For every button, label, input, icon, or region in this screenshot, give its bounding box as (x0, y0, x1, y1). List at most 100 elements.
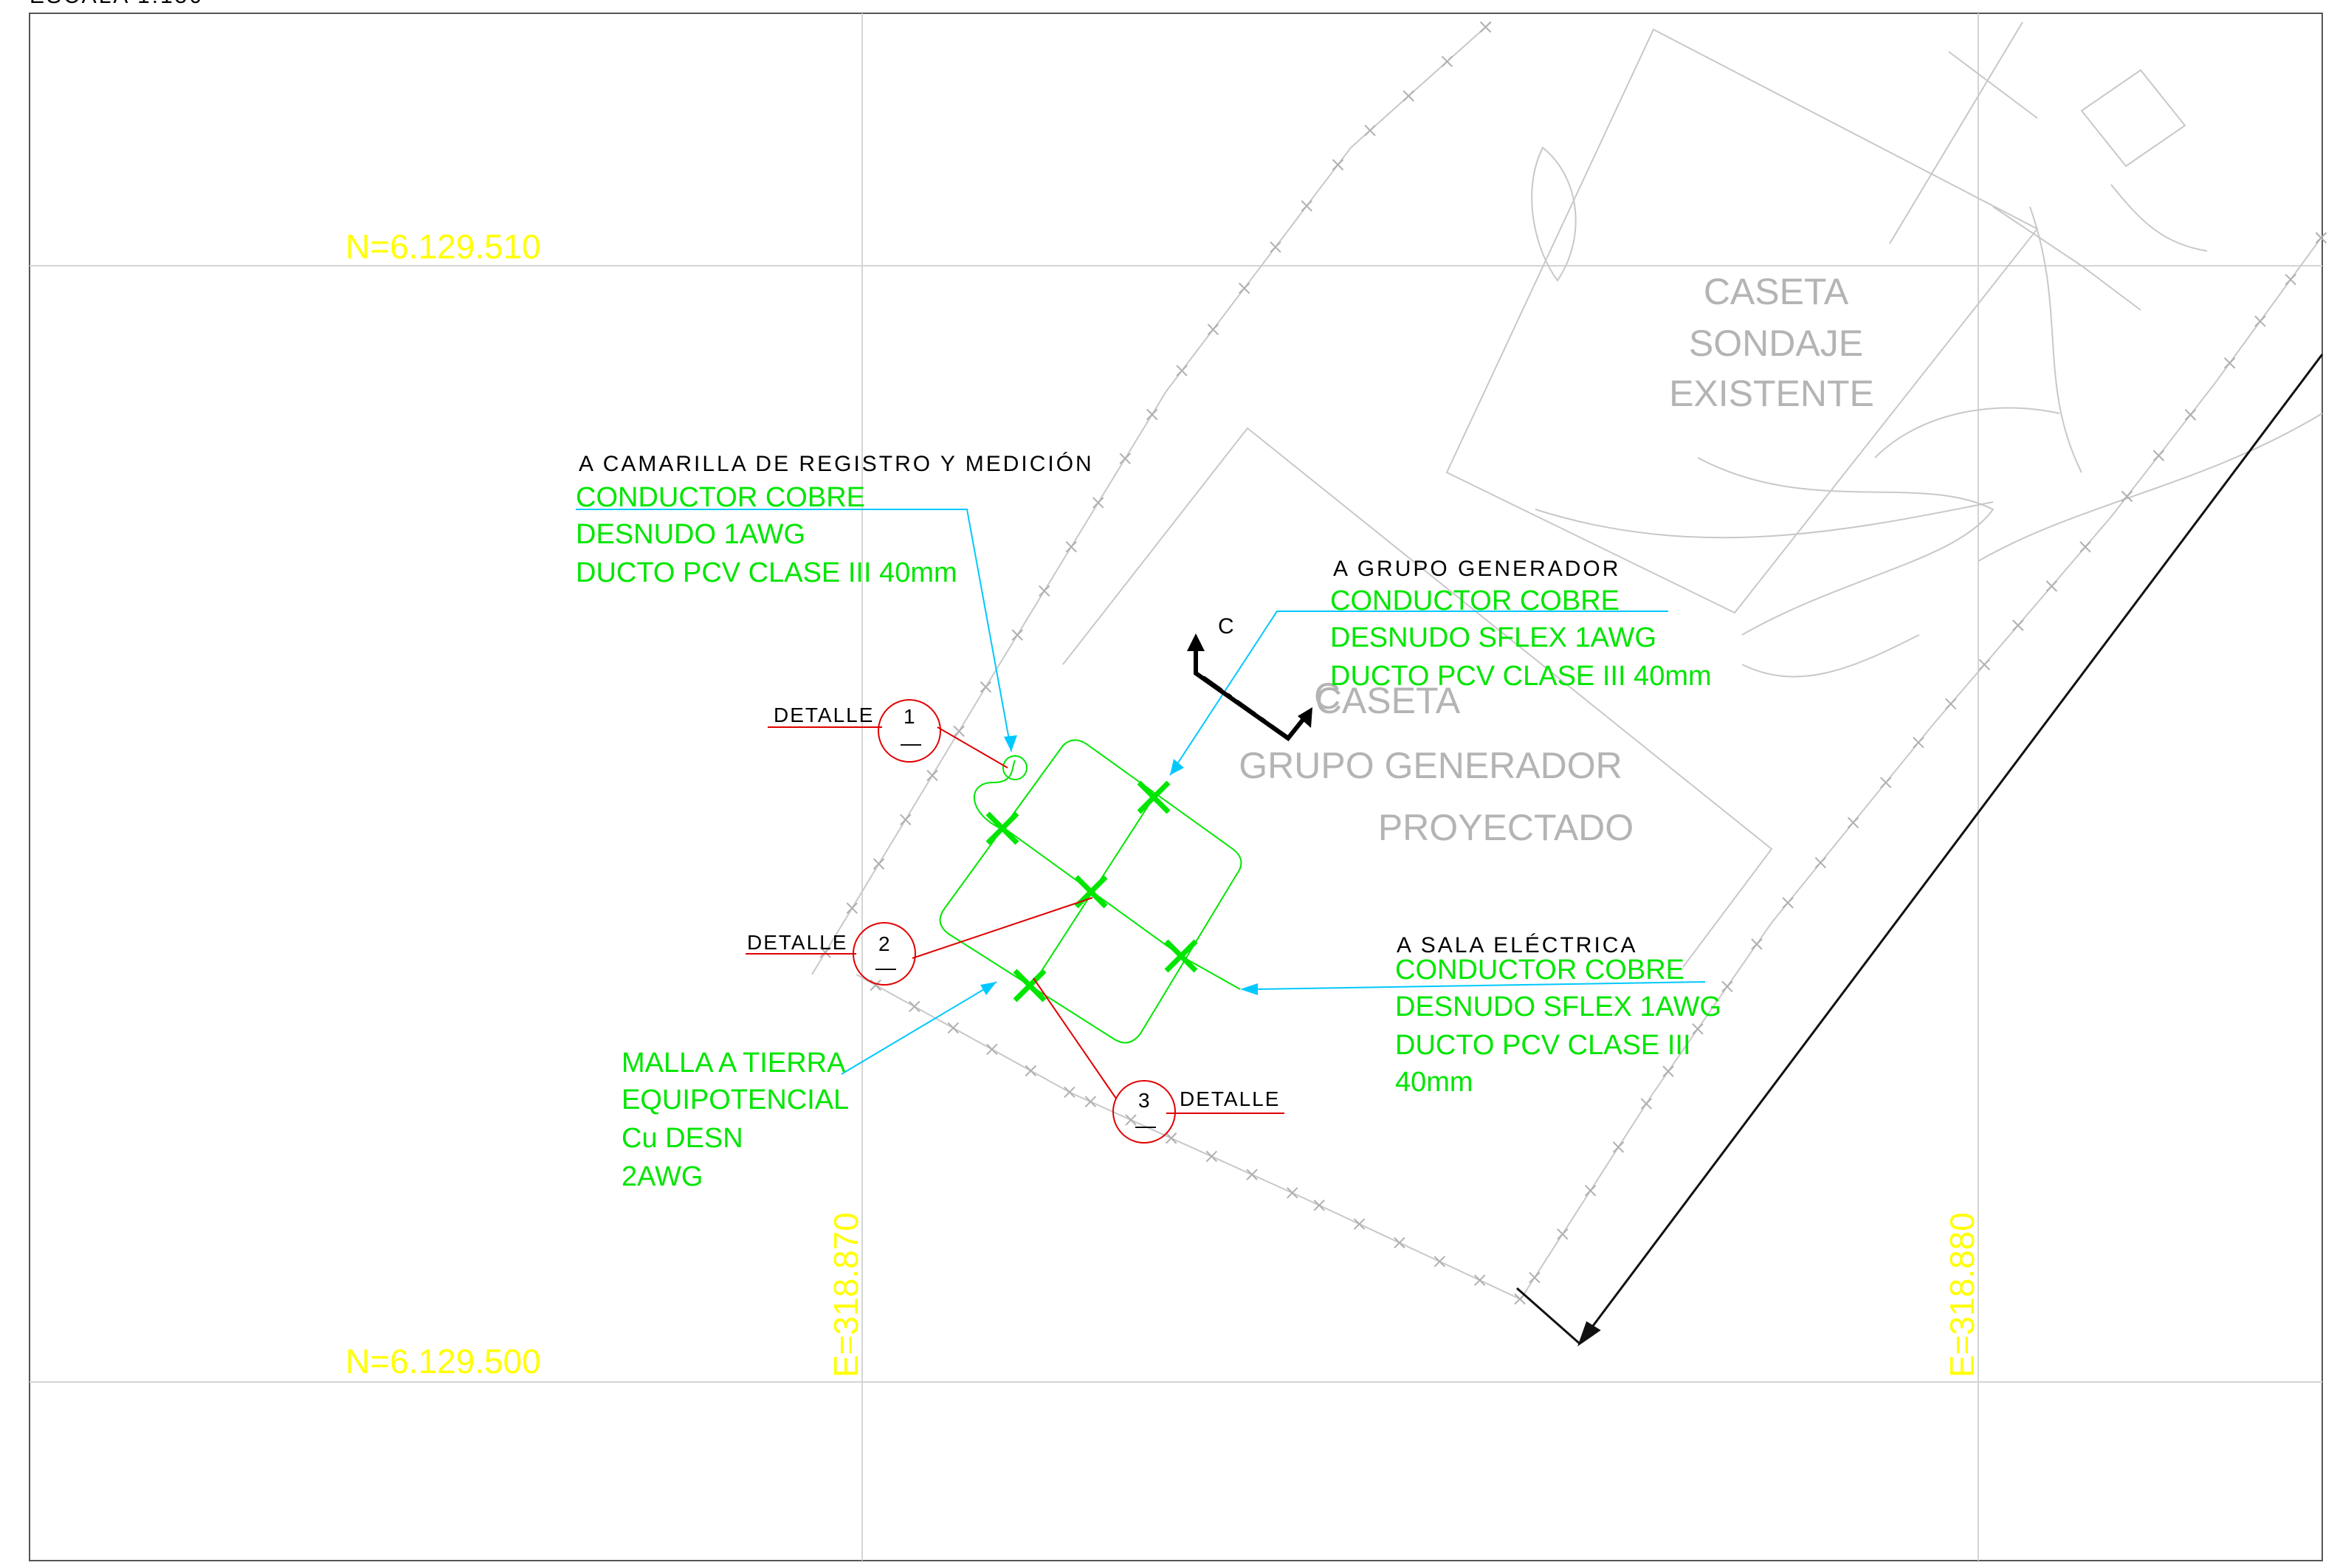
fence-x-marker (1479, 21, 1492, 33)
ground-rod-marker (1137, 780, 1171, 814)
fence-x-marker (1692, 1023, 1704, 1035)
note-sala-line-3: DUCTO PCV CLASE III (1395, 1030, 1691, 1061)
fence-x-marker (1301, 200, 1312, 212)
detail-3-number: 3 (1138, 1089, 1150, 1112)
fence-x-marker (2045, 580, 2058, 592)
section-letter-2: C (1314, 675, 1340, 717)
fence-x-marker (1814, 856, 1827, 869)
fence-x-marker (1025, 1065, 1037, 1077)
fence-x-marker (1176, 365, 1188, 376)
fence-x-marker (1584, 1185, 1597, 1197)
note-malla-line-3: Cu DESN (622, 1123, 743, 1154)
fence-x-marker (1978, 659, 1991, 670)
drawing-frame (29, 13, 2323, 1561)
fence-x-marker (900, 814, 912, 826)
note-sala-line-2: DESNUDO SFLEX 1AWG (1395, 991, 1721, 1022)
fence-x-marker (1880, 777, 1892, 788)
fence-x-marker (1473, 1274, 1486, 1286)
note-sala-line-4: 40mm (1395, 1067, 1473, 1098)
fence-x-marker (1557, 1228, 1569, 1240)
fence-x-marker (926, 769, 938, 782)
fence-x-marker (1238, 282, 1250, 295)
fence-x-marker (872, 858, 885, 870)
fence-x-marker (1146, 408, 1158, 421)
property-boundary (1516, 354, 2324, 1347)
section-marker (1194, 646, 1305, 742)
fence-x-markers (819, 21, 2327, 1305)
detail-2-label: DETALLE (747, 931, 847, 954)
ground-rod-marker (1164, 939, 1198, 973)
fence-x-marker (1166, 1132, 1177, 1144)
note-generador-line-1: CONDUCTOR COBRE (1330, 585, 1620, 616)
terrain-lines (1531, 146, 2323, 678)
fence-x-marker (1514, 1293, 1526, 1305)
leader-arrowheads (980, 735, 1258, 995)
fence-x-marker (2315, 232, 2327, 244)
note-generador-line-2: DESNUDO SFLEX 1AWG (1330, 622, 1656, 653)
fence-x-marker (986, 1043, 998, 1056)
caseta-generador-line-2: GRUPO GENERADOR (1239, 745, 1622, 786)
note-malla-line-1: MALLA A TIERRA (622, 1048, 846, 1079)
leader-lines-cyan (576, 509, 1706, 1075)
fence-x-marker (953, 725, 965, 737)
fence-x-marker (1064, 1086, 1075, 1098)
fence-x-marker (1246, 1169, 1258, 1180)
section-arrowheads (1187, 633, 1312, 728)
fence-x-marker (1782, 897, 1794, 909)
fence-line (811, 21, 2323, 1300)
ground-rod-marker (1013, 969, 1047, 1003)
fence-x-marker (2152, 450, 2165, 461)
ground-rods (985, 780, 1198, 1003)
note-generador-line-3: DUCTO PCV CLASE III 40mm (1330, 661, 1712, 692)
fence-x-marker (947, 1022, 960, 1034)
fence-x-marker (2012, 619, 2024, 631)
fence-x-marker (846, 902, 858, 914)
detail-1-label: DETALLE (774, 704, 874, 726)
detail-1-sub: — (901, 732, 921, 754)
fence-x-marker (2121, 490, 2133, 503)
note-camarilla-line-1: CONDUCTOR COBRE (576, 482, 865, 513)
fence-x-marker (1065, 540, 1077, 553)
fence-x-marker (2285, 273, 2296, 286)
scale-note: ESCALA 1:150 (30, 0, 204, 8)
detail-leaders-red (746, 726, 1284, 1114)
caseta-sondaje-outline (1445, 21, 2186, 614)
fence-x-marker (1353, 1218, 1366, 1230)
fence-x-marker (1364, 124, 1376, 137)
fence-x-marker (1945, 698, 1957, 710)
detail-2-number: 2 (878, 932, 890, 955)
fence-x-marker (1913, 737, 1924, 749)
note-malla-line-4: 2AWG (622, 1161, 703, 1192)
fence-x-marker (1529, 1271, 1541, 1284)
fence-x-marker (1039, 585, 1050, 597)
caseta-generador-line-3: PROYECTADO (1378, 807, 1634, 848)
fence-x-marker (980, 681, 992, 693)
grid-north-bottom: N=6.129.500 (345, 1342, 541, 1380)
fence-x-marker (1751, 938, 1763, 950)
grid-east-left: E=318.870 (827, 1212, 865, 1378)
fence-x-marker (2254, 315, 2266, 327)
fence-x-marker (1084, 1096, 1097, 1108)
detail-callout-1: DETALLE 1 — (774, 699, 941, 763)
fence-x-marker (1119, 453, 1131, 464)
fence-x-marker (1207, 323, 1219, 336)
fence-x-marker (1270, 241, 1281, 253)
fence-x-marker (2223, 357, 2236, 369)
detail-3-label: DETALLE (1180, 1087, 1280, 1110)
fence-x-marker (1612, 1141, 1625, 1153)
detail-callout-3: 3 — DETALLE (1112, 1080, 1280, 1144)
fence-x-marker (1721, 980, 1733, 993)
caseta-generador-outline (1062, 427, 1773, 968)
detail-3-sub: — (1135, 1114, 1156, 1137)
caseta-sondaje-line-1: CASETA (1704, 271, 1849, 312)
caseta-sondaje-line-2: SONDAJE (1689, 323, 1863, 364)
note-malla-line-2: EQUIPOTENCIAL (622, 1084, 849, 1115)
detail-2-sub: — (875, 956, 896, 979)
fence-x-marker (1092, 497, 1104, 509)
note-camarilla-line-2: DESNUDO 1AWG (576, 519, 805, 550)
fence-x-marker (1287, 1187, 1298, 1199)
grid-north-top: N=6.129.510 (345, 227, 541, 266)
fence-x-marker (1662, 1065, 1674, 1077)
fence-x-marker (1433, 1256, 1446, 1268)
